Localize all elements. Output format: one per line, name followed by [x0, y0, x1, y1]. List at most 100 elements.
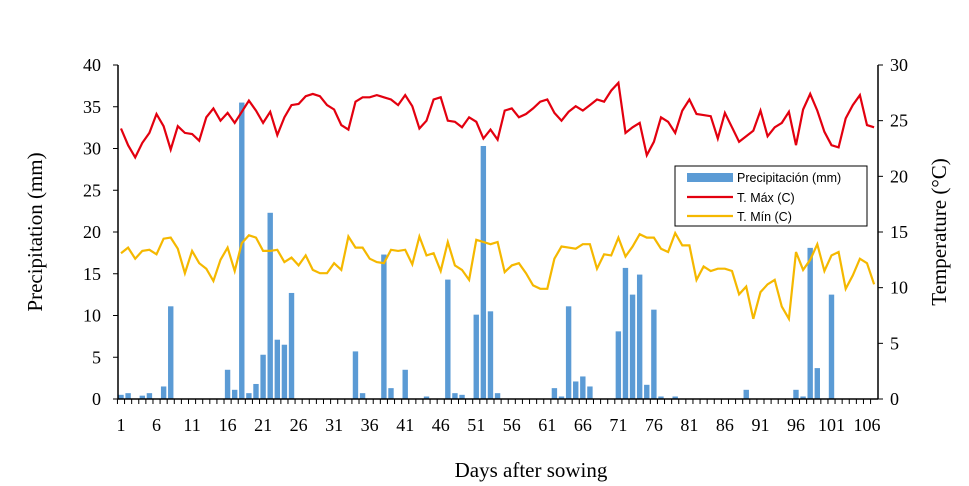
y-tick-label-left: 10 [83, 306, 101, 326]
precip-bar [807, 247, 813, 399]
x-tick-label: 46 [432, 415, 450, 435]
precip-bar [402, 369, 408, 399]
y-tick-label-left: 25 [83, 180, 101, 200]
precip-bar [480, 145, 487, 399]
precip-bar [658, 396, 664, 399]
x-tick-label: 6 [152, 415, 161, 435]
x-tick-label: 41 [396, 415, 414, 435]
y-axis-title-right: Temperature (°C) [927, 158, 951, 305]
precip-bar [381, 254, 387, 399]
y-tick-label-left: 35 [83, 97, 101, 117]
legend-swatch-precip [687, 173, 733, 182]
precip-bar [231, 389, 238, 399]
x-tick-label: 76 [645, 415, 663, 435]
y-tick-label-right: 10 [890, 278, 908, 298]
precip-bar [565, 306, 572, 399]
precip-bar [260, 354, 266, 399]
x-tick-label: 96 [787, 415, 805, 435]
x-tick-label: 86 [716, 415, 734, 435]
x-tick-label: 71 [609, 415, 627, 435]
precip-bar [388, 388, 394, 399]
precip-bar [636, 274, 643, 399]
y-tick-label-right: 15 [890, 222, 908, 242]
precip-bar [139, 395, 146, 399]
tmin-line [120, 230, 876, 323]
x-tick-label: 56 [503, 415, 521, 435]
tmax-line [119, 80, 875, 160]
x-tick-label: 81 [680, 415, 698, 435]
y-tick-label-left: 15 [83, 264, 101, 284]
x-tick-label: 106 [854, 415, 881, 435]
precip-bar [644, 384, 650, 399]
x-tick-label: 31 [325, 415, 343, 435]
precip-bar [622, 267, 629, 399]
legend-label-precip: Precipitación (mm) [737, 171, 841, 185]
precip-bar [558, 396, 565, 399]
y-tick-label-left: 20 [83, 222, 101, 242]
x-tick-label: 26 [290, 415, 308, 435]
precipitation-bars [118, 102, 835, 399]
y-tick-label-right: 30 [890, 55, 908, 75]
precip-bar [629, 294, 636, 399]
precip-bar [274, 339, 281, 399]
precip-bar [587, 386, 593, 399]
precip-bar [224, 369, 231, 399]
precip-bar [459, 394, 465, 399]
x-tick-label: 91 [751, 415, 769, 435]
precip-bar [800, 396, 806, 399]
x-tick-label: 21 [254, 415, 272, 435]
y-tick-label-right: 20 [890, 166, 908, 186]
precip-bar [487, 311, 494, 399]
precip-bar [253, 383, 259, 399]
x-tick-label: 16 [219, 415, 237, 435]
precip-bar [828, 294, 835, 399]
y-tick-label-right: 25 [890, 111, 908, 131]
x-tick-label: 61 [538, 415, 556, 435]
axes [113, 64, 883, 404]
precip-bar [359, 393, 366, 399]
precip-bar [118, 394, 124, 399]
precip-bar [473, 314, 479, 399]
y-tick-label-left: 0 [92, 389, 101, 409]
precip-bar [352, 351, 359, 399]
precip-bar [445, 279, 451, 399]
precip-bar [288, 292, 295, 399]
x-tick-label: 1 [117, 415, 126, 435]
precip-bar [168, 306, 174, 399]
precip-bar [793, 389, 799, 399]
x-tick-label: 66 [574, 415, 592, 435]
precip-bar [743, 389, 749, 399]
precip-bar [125, 393, 131, 399]
precip-bar [281, 344, 288, 399]
y-tick-label-left: 40 [83, 55, 101, 75]
precip-bar [246, 393, 252, 399]
legend: Precipitación (mm) T. Máx (C) T. Mín (C) [674, 165, 868, 227]
precip-bar [239, 102, 245, 399]
precip-bar [160, 386, 167, 399]
legend-label-tmax: T. Máx (C) [737, 191, 795, 205]
x-tick-label: 51 [467, 415, 485, 435]
precip-bar [423, 396, 430, 399]
y-tick-label-right: 5 [890, 333, 899, 353]
legend-label-tmin: T. Mín (C) [737, 210, 792, 224]
precip-bar [672, 396, 678, 399]
precip-bar [573, 381, 579, 399]
precip-bar [146, 393, 153, 399]
x-axis-title: Days after sowing [455, 458, 608, 482]
y-tick-label-left: 5 [92, 347, 101, 367]
precip-bar [551, 388, 558, 399]
precip-bar [580, 376, 586, 399]
precip-bar [814, 368, 820, 399]
x-tick-label: 36 [361, 415, 379, 435]
precip-bar [452, 393, 458, 399]
precip-bar [651, 309, 657, 399]
x-tick-label: 101 [818, 415, 845, 435]
precip-bar [494, 393, 501, 399]
x-tick-label: 11 [183, 415, 200, 435]
precip-bar [615, 331, 622, 399]
y-tick-label-right: 0 [890, 389, 899, 409]
y-axis-title-left: Precipitation (mm) [23, 152, 47, 311]
precip-bar [267, 212, 273, 399]
